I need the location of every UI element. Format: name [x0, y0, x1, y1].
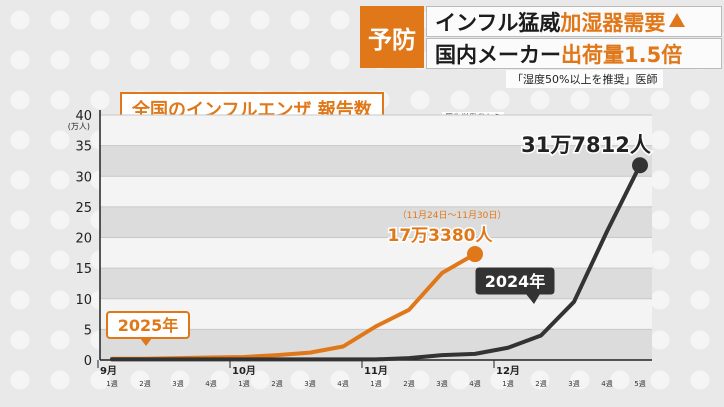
series-end-point-2024	[632, 157, 648, 174]
x-week-label: 2週	[403, 379, 414, 388]
arrow-up-icon	[669, 12, 686, 27]
headline-line2-orange: 出荷量1.5倍	[561, 42, 683, 67]
series-end-point-2025	[467, 246, 483, 263]
y-tick-label: 20	[75, 232, 92, 247]
x-week-label: 4週	[469, 379, 480, 388]
grid-band	[100, 206, 652, 238]
grid-band	[100, 145, 652, 177]
y-tick-label: 15	[75, 262, 92, 277]
x-month-label: 10月	[232, 365, 256, 377]
headline-line1-orange: 加湿器需要	[560, 10, 666, 35]
x-week-label: 1週	[238, 379, 249, 388]
y-tick-label: 30	[75, 170, 92, 185]
legend-2025-pointer	[140, 338, 152, 346]
x-week-label: 2週	[271, 379, 282, 388]
x-week-label: 1週	[106, 379, 117, 388]
y-tick-label: 25	[75, 201, 92, 216]
x-week-label: 2週	[139, 379, 150, 388]
y-tick-label: 10	[75, 293, 92, 308]
x-week-label: 4週	[337, 379, 348, 388]
legend-2024-box	[475, 267, 555, 295]
x-month-label: 9月	[100, 365, 117, 377]
legend-2024-label: 2024年	[485, 272, 546, 291]
doctor-note: 「湿度50%以上を推奨」医師	[506, 70, 664, 88]
legend-2025-label: 2025年	[118, 316, 179, 335]
y-axis-label: (万人)	[68, 122, 90, 131]
x-month-label: 11月	[364, 365, 388, 377]
headline-tag: 予防	[360, 6, 424, 68]
x-week-label: 1週	[502, 379, 513, 388]
y-tick-label: 0	[84, 354, 92, 369]
y-tick-label: 5	[84, 323, 92, 338]
legend-2024-pointer	[526, 294, 540, 304]
grid-band	[100, 268, 652, 299]
annotation-2025-value: 17万3380人	[388, 226, 494, 246]
annotation-2025-date: （11月24日〜11月30日）	[398, 210, 507, 221]
headline-line1: インフル猛威 加湿器需要	[426, 6, 722, 37]
x-week-label: 4週	[601, 379, 612, 388]
y-tick-label: 35	[75, 140, 92, 155]
series-line-2024	[110, 163, 642, 362]
headline-line1-dark: インフル猛威	[435, 10, 561, 35]
x-week-label: 3週	[304, 379, 315, 388]
y-tick-label: 40	[75, 109, 92, 124]
headline-banner: 予防 インフル猛威 加湿器需要 国内メーカー 出荷量1.5倍	[360, 6, 722, 69]
x-week-label: 3週	[568, 379, 579, 388]
x-week-label: 3週	[172, 379, 183, 388]
annotation-2024-value: 31万7812人	[521, 133, 651, 157]
headline-line2-dark: 国内メーカー	[435, 42, 561, 67]
grid-band	[100, 329, 652, 360]
x-week-label: 1週	[370, 379, 381, 388]
x-week-label: 3週	[436, 379, 447, 388]
headline-line2: 国内メーカー 出荷量1.5倍	[426, 38, 722, 69]
x-week-label: 2週	[535, 379, 546, 388]
x-week-label: 5週	[634, 379, 645, 388]
x-month-label: 12月	[496, 365, 520, 377]
x-week-label: 4週	[205, 379, 216, 388]
